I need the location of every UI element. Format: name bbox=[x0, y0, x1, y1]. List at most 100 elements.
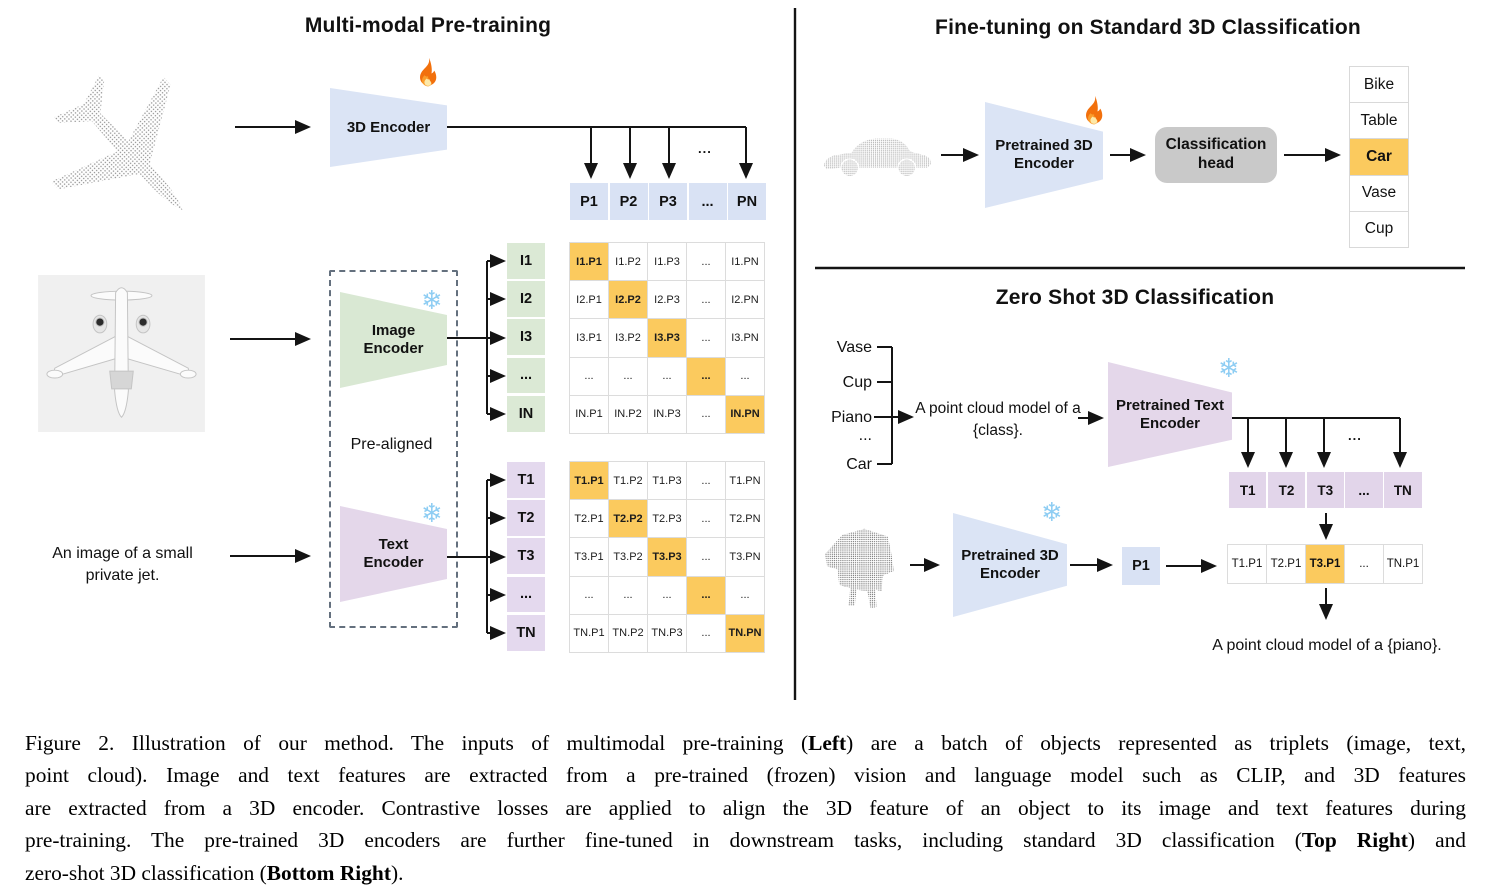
text-feature-cell: T1 bbox=[507, 462, 545, 498]
similarity-cell: I3.P3 bbox=[648, 319, 686, 357]
similarity-cell: T2.P3 bbox=[648, 500, 686, 538]
image-feature-cell: I2 bbox=[507, 281, 545, 317]
class-cell: Cup bbox=[1350, 211, 1408, 247]
class-cell: Car bbox=[1350, 139, 1408, 175]
image-feature-cell: I3 bbox=[507, 319, 545, 356]
snowflake-icon: ❄ bbox=[421, 286, 443, 316]
snowflake-icon: ❄ bbox=[1218, 354, 1240, 384]
classification-head: Classification head bbox=[1155, 127, 1277, 183]
caption-bold-text: Top Right bbox=[1301, 828, 1408, 853]
text-input-caption: An image of a small private jet. bbox=[52, 545, 193, 584]
caption-text: zero-shot 3D classification ( bbox=[25, 860, 267, 885]
similarity-cell: IN.PN bbox=[726, 395, 764, 433]
similarity-cell: ... bbox=[648, 576, 686, 614]
caption-text: point cloud). Image and text features ar… bbox=[25, 763, 1466, 788]
similarity-cell: T2.P1 bbox=[570, 500, 608, 538]
similarity-cell: T1.P1 bbox=[570, 462, 608, 500]
pretrained-3d-encoder-zs-label: Pretrained 3D Encoder bbox=[961, 547, 1059, 582]
similarity-cell: ... bbox=[687, 500, 725, 538]
zeroshot-result-caption: A point cloud model of a {piano}. bbox=[1212, 637, 1442, 654]
caption-line: Figure 2. Illustration of our method. Th… bbox=[25, 727, 1466, 759]
image-encoder-label: Image Encoder bbox=[363, 322, 424, 357]
image-feature-cell: ... bbox=[507, 357, 545, 394]
class-cell: Bike bbox=[1350, 67, 1408, 103]
ellipsis-p-drops: ... bbox=[698, 141, 712, 156]
text-feature-cell: ... bbox=[507, 576, 545, 613]
similarity-cell: T1.P3 bbox=[648, 462, 686, 500]
snowflake-icon: ❄ bbox=[1041, 498, 1063, 528]
pretrained-3d-encoder-ft-label: Pretrained 3D Encoder bbox=[995, 137, 1093, 172]
text-embedding-cell: T2 bbox=[1267, 472, 1306, 508]
similarity-cell: ... bbox=[687, 319, 725, 357]
similarity-cell: I3.P1 bbox=[570, 319, 608, 357]
similarity-cell: TN.P2 bbox=[609, 614, 647, 652]
fire-icon bbox=[1080, 95, 1107, 125]
similarity-cell: I3.PN bbox=[726, 319, 764, 357]
similarity-cell: TN.PN bbox=[726, 614, 764, 652]
caption-bold-text: Left bbox=[808, 731, 847, 755]
text-feature-column: T1 T2 T3... TN bbox=[507, 462, 545, 651]
ellipsis-t-drops: ... bbox=[1348, 428, 1362, 443]
image-feature-cell: I1 bbox=[507, 243, 545, 279]
image-point-similarity-matrix: I1.P1 I1.P2 I1.P3... I1.PN I2.P1 I2.P2 I2.P3..… bbox=[569, 242, 765, 434]
similarity-cell: ... bbox=[609, 576, 647, 614]
similarity-cell: T1.PN bbox=[726, 462, 764, 500]
text-feature-cell: T2 bbox=[507, 500, 545, 536]
text-point-similarity-matrix: T1.P1 T1.P2 T1.P3... T1.PN T2.P1 T2.P2 T2.P3..… bbox=[569, 461, 765, 653]
similarity-cell: ... bbox=[687, 462, 725, 500]
airplane-photo bbox=[38, 275, 205, 432]
finetuning-title: Fine-tuning on Standard 3D Classificatio… bbox=[935, 16, 1361, 39]
classification-head-label: Classification head bbox=[1165, 136, 1267, 172]
similarity-cell: ... bbox=[687, 243, 725, 281]
image-feature-cell: IN bbox=[507, 395, 545, 432]
similarity-cell: ... bbox=[648, 357, 686, 395]
text-feature-cell: T3 bbox=[507, 538, 545, 575]
encoder-3d-label: 3D Encoder bbox=[346, 118, 431, 136]
similarity-cell: T1.P2 bbox=[609, 462, 647, 500]
text-embedding-cell: ... bbox=[1345, 472, 1383, 508]
similarity-cell: T3.P2 bbox=[609, 538, 647, 576]
caption-line: point cloud). Image and text features ar… bbox=[25, 759, 1466, 791]
p-feature-cell: PN bbox=[728, 183, 766, 220]
similarity-cell: T2.PN bbox=[726, 500, 764, 538]
similarity-cell: I2.P1 bbox=[570, 281, 608, 319]
pretrained-3d-encoder-zs: Pretrained 3D Encoder bbox=[953, 513, 1067, 617]
pre-aligned-label: Pre-aligned bbox=[350, 436, 433, 453]
similarity-cell: TN.P3 bbox=[648, 614, 686, 652]
similarity-cell: I1.PN bbox=[726, 243, 764, 281]
text-encoder-label: Text Encoder bbox=[363, 536, 424, 571]
p1-label: P1 bbox=[1132, 558, 1150, 574]
fire-icon bbox=[414, 57, 441, 87]
similarity-cell: ... bbox=[726, 576, 764, 614]
caption-line: zero-shot 3D classification (Bottom Righ… bbox=[25, 857, 1466, 889]
class-prediction-list: Bike Table Car Vase Cup bbox=[1349, 66, 1409, 248]
similarity-cell: ... bbox=[687, 614, 725, 652]
car-point-cloud bbox=[820, 126, 934, 183]
similarity-cell: T3.P3 bbox=[648, 538, 686, 576]
class-label-vase: Vase bbox=[836, 339, 872, 356]
similarity-result-cell: TN.P1 bbox=[1384, 545, 1422, 583]
similarity-result-row: T1.P1 T2.P1 T3.P1... TN.P1 bbox=[1227, 544, 1423, 584]
similarity-result-cell: ... bbox=[1345, 545, 1383, 583]
similarity-result-cell: T1.P1 bbox=[1228, 545, 1266, 583]
piano-point-cloud bbox=[818, 524, 898, 610]
p1-embedding-cell: P1 bbox=[1122, 547, 1160, 585]
snowflake-icon: ❄ bbox=[421, 499, 443, 529]
similarity-cell: TN.P1 bbox=[570, 614, 608, 652]
similarity-cell: ... bbox=[687, 281, 725, 319]
caption-text: are extracted from a 3D encoder. Contras… bbox=[25, 795, 1466, 820]
caption-text: pre-training. The pre-trained 3D encoder… bbox=[25, 828, 1302, 853]
caption-text: ) are a batch of objects represented as … bbox=[846, 731, 1466, 755]
pretrained-text-encoder: Pretrained Text Encoder bbox=[1108, 362, 1232, 467]
text-embedding-cell: TN bbox=[1384, 472, 1422, 508]
similarity-cell: I1.P3 bbox=[648, 243, 686, 281]
similarity-cell: I1.P2 bbox=[609, 243, 647, 281]
caption-bold-text: Bottom Right bbox=[266, 860, 391, 885]
caption-line: are extracted from a 3D encoder. Contras… bbox=[25, 792, 1466, 824]
zeroshot-title: Zero Shot 3D Classification bbox=[995, 286, 1275, 309]
pretrained-text-encoder-label: Pretrained Text Encoder bbox=[1115, 396, 1225, 432]
similarity-cell: ... bbox=[687, 538, 725, 576]
similarity-result-cell: T3.P1 bbox=[1306, 545, 1344, 583]
airplane-point-cloud bbox=[25, 48, 217, 240]
